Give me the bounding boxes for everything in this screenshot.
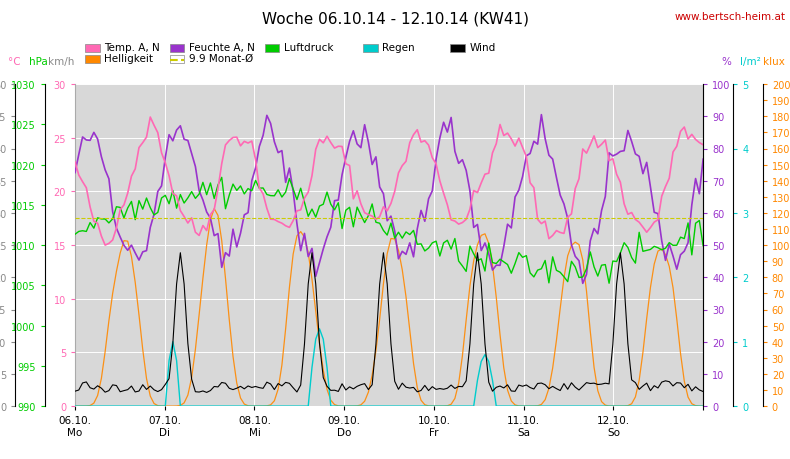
Text: %: % [722, 57, 732, 67]
Text: Woche 06.10.14 - 12.10.14 (KW41): Woche 06.10.14 - 12.10.14 (KW41) [261, 11, 529, 27]
Text: km/h: km/h [47, 57, 74, 67]
Text: 9.9 Monat-Ø: 9.9 Monat-Ø [189, 54, 253, 64]
Text: hPa: hPa [28, 57, 47, 67]
Text: Regen: Regen [382, 43, 415, 53]
Text: Helligkeit: Helligkeit [104, 54, 153, 64]
Text: l/m²: l/m² [740, 57, 761, 67]
Text: °C: °C [8, 57, 21, 67]
Text: www.bertsch-heim.at: www.bertsch-heim.at [675, 11, 786, 22]
Text: Temp. A, N: Temp. A, N [104, 43, 160, 53]
Text: klux: klux [763, 57, 785, 67]
Text: Wind: Wind [469, 43, 495, 53]
Text: Luftdruck: Luftdruck [284, 43, 333, 53]
Text: Feuchte A, N: Feuchte A, N [189, 43, 254, 53]
